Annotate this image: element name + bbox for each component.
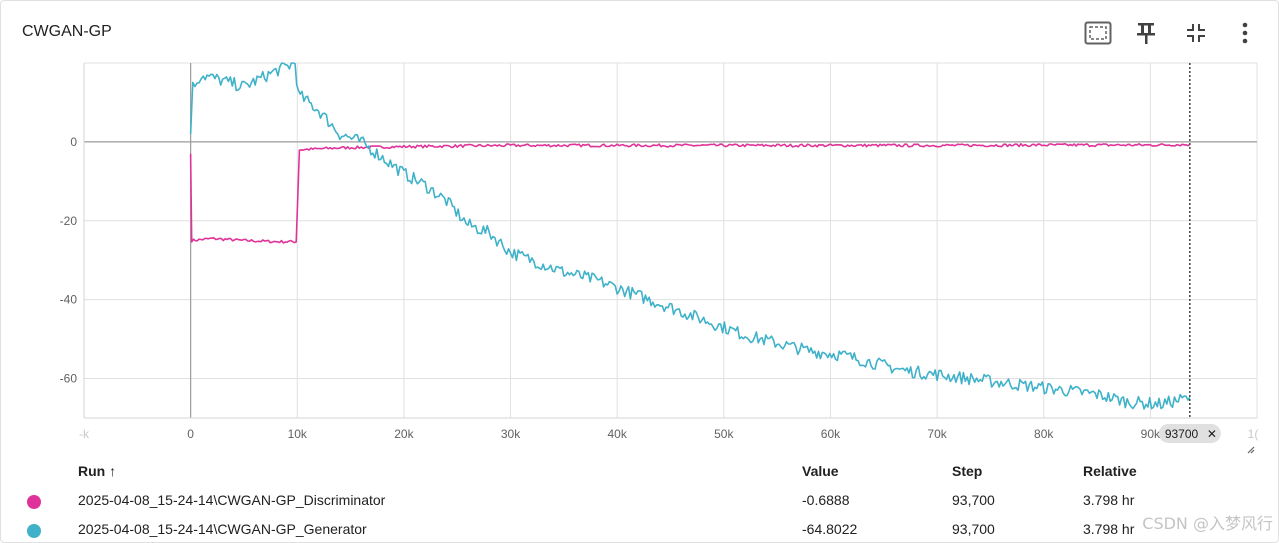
run-color-dot xyxy=(27,524,41,538)
x-tick-label-faint: -k xyxy=(79,427,90,441)
header-run[interactable]: Run ↑ xyxy=(78,463,117,479)
more-options-button[interactable] xyxy=(1230,18,1260,48)
x-tick-label: 60k xyxy=(821,427,841,441)
run-name: 2025-04-08_15-24-14\CWGAN-GP_Generator xyxy=(78,521,367,537)
resize-handle-icon[interactable] xyxy=(1247,446,1255,454)
y-tick-label: -60 xyxy=(60,372,78,386)
run-relative: 3.798 hr xyxy=(1083,521,1135,537)
step-badge-label: 93700 xyxy=(1165,427,1199,441)
run-name: 2025-04-08_15-24-14\CWGAN-GP_Discriminat… xyxy=(78,492,386,508)
y-tick-label: -20 xyxy=(60,214,78,228)
run-color-dot xyxy=(27,495,41,509)
collapse-button[interactable] xyxy=(1181,18,1211,48)
x-tick-label-faint: 1( xyxy=(1248,427,1259,441)
run-step: 93,700 xyxy=(952,492,995,508)
run-step: 93,700 xyxy=(952,521,995,537)
x-tick-label: 90k xyxy=(1141,427,1161,441)
x-tick-label: 0 xyxy=(187,427,194,441)
chart-axis-labels: 0 -20 -40 -60 0 10k 20k 30k 40k 50k 60k 70k 80k 90k -k… xyxy=(60,135,1259,441)
table-row: 2025-04-08_15-24-14\CWGAN-GP_Generator -… xyxy=(1,521,1279,543)
header-relative[interactable]: Relative xyxy=(1083,463,1137,479)
table-row: 2025-04-08_15-24-14\CWGAN-GP_Discriminat… xyxy=(1,492,1279,514)
table-header: Run ↑ Value Step Relative xyxy=(1,463,1279,483)
chart-grid xyxy=(83,62,1258,419)
step-badge-close-icon[interactable]: ✕ xyxy=(1207,427,1217,441)
series-line xyxy=(189,62,1191,410)
run-value: -0.6888 xyxy=(802,492,850,508)
x-tick-label: 50k xyxy=(714,427,734,441)
series-line xyxy=(189,142,1191,244)
header-value[interactable]: Value xyxy=(802,463,839,479)
x-tick-label: 10k xyxy=(288,427,308,441)
x-tick-label: 40k xyxy=(608,427,628,441)
card-title: CWGAN-GP xyxy=(22,23,112,40)
pin-icon xyxy=(1137,23,1155,44)
fit-domain-button[interactable] xyxy=(1083,18,1113,48)
run-relative: 3.798 hr xyxy=(1083,492,1135,508)
x-tick-label: 20k xyxy=(394,427,414,441)
line-chart[interactable]: 0 -20 -40 -60 0 10k 20k 30k 40k 50k 60k 70k 80k 90k -k… xyxy=(1,56,1279,456)
x-tick-label: 70k xyxy=(927,427,947,441)
collapse-icon xyxy=(1187,24,1205,42)
y-tick-label: 0 xyxy=(70,135,77,149)
x-tick-label: 30k xyxy=(501,427,521,441)
step-badge xyxy=(1158,424,1221,443)
chart-series xyxy=(189,62,1191,410)
header-step[interactable]: Step xyxy=(952,463,983,479)
pin-button[interactable] xyxy=(1131,18,1161,48)
x-tick-label: 80k xyxy=(1034,427,1054,441)
watermark: CSDN @入梦风行 xyxy=(1142,514,1273,533)
y-tick-label: -40 xyxy=(60,293,78,307)
run-value: -64.8022 xyxy=(802,521,858,537)
chart-hover: 93700 ✕ xyxy=(1158,63,1221,443)
more-vert-icon xyxy=(1242,22,1248,44)
fit-domain-icon xyxy=(1084,21,1112,45)
